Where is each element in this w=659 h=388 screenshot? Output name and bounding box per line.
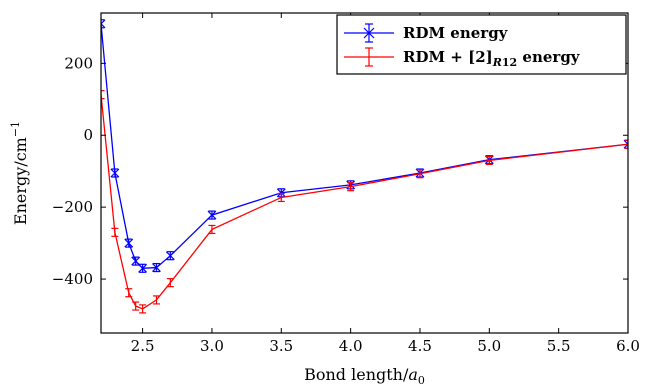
legend-label-r12-subscript: R <box>492 56 502 69</box>
x-tick-label: 6.0 <box>616 337 640 355</box>
x-axis-label-subscript: 0 <box>418 374 425 387</box>
y-axis-label: Energy/cm−1 <box>9 121 30 225</box>
x-tick-label: 3.5 <box>269 337 293 355</box>
data-point <box>111 227 119 237</box>
data-point <box>138 263 148 273</box>
data-point <box>165 251 175 261</box>
legend-label-r12-suffix: energy <box>517 48 581 66</box>
legend-marker <box>363 23 375 43</box>
data-point <box>208 224 216 235</box>
data-point <box>101 19 106 29</box>
data-point <box>125 288 133 298</box>
legend-entry-rdm-r12 <box>344 47 394 67</box>
data-point <box>152 262 161 273</box>
data-point <box>110 168 120 178</box>
data-point <box>624 139 628 149</box>
data-point <box>139 304 147 314</box>
legend-label-r12-main: RDM + [2] <box>403 48 493 66</box>
y-tick-label: −400 <box>52 270 93 288</box>
data-point <box>416 169 424 179</box>
y-tick-label: 0 <box>83 126 93 144</box>
legend-label-rdm: RDM energy <box>403 24 509 42</box>
data-point <box>347 182 355 192</box>
x-tick-label: 2.5 <box>131 337 155 355</box>
legend-label-r12-subscript-num: 12 <box>502 56 517 69</box>
y-axis-label-superscript: −1 <box>9 121 22 137</box>
data-point <box>132 301 140 311</box>
legend: RDM energy RDM + [2]R12 energy <box>336 14 627 75</box>
legend-box <box>336 14 627 75</box>
series-1 <box>101 90 628 314</box>
data-point <box>166 278 174 288</box>
plot-frame <box>100 12 629 334</box>
y-tick-label: −200 <box>52 198 93 216</box>
x-axis-label: Bond length/a0 <box>304 365 425 387</box>
x-tick-label: 5.0 <box>477 337 501 355</box>
series-layer <box>101 19 628 314</box>
legend-marker <box>365 47 373 67</box>
legend-label-rdm-r12: RDM + [2]R12 energy <box>403 48 581 69</box>
data-point <box>485 155 493 166</box>
data-point <box>101 90 105 100</box>
x-tick-label: 4.5 <box>408 337 432 355</box>
data-point <box>124 238 134 248</box>
legend-entry-rdm <box>344 23 394 43</box>
data-point <box>152 295 160 305</box>
x-tick-label: 5.5 <box>547 337 571 355</box>
y-tick-label: 200 <box>64 54 93 72</box>
data-point <box>207 210 217 220</box>
data-point <box>131 256 141 266</box>
x-tick-label: 3.0 <box>200 337 224 355</box>
x-axis-label-main: Bond length/ <box>304 365 409 384</box>
series-line <box>101 94 628 310</box>
data-point <box>277 192 285 203</box>
x-axis-label-symbol: a <box>408 365 418 384</box>
y-axis-label-main: Energy/cm <box>11 137 30 225</box>
x-tick-label: 4.0 <box>339 337 363 355</box>
